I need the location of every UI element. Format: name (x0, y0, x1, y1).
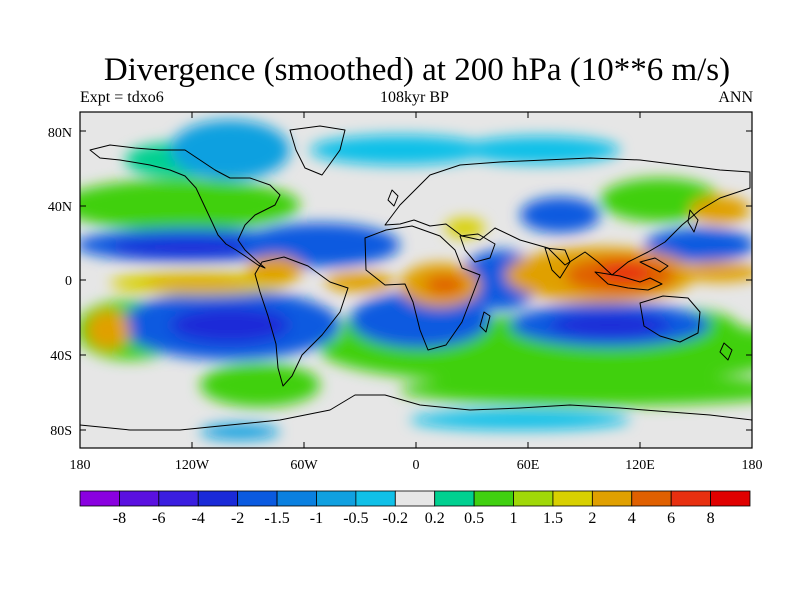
coastlines (80, 125, 752, 431)
colorbar-label: 1 (510, 510, 518, 527)
colorbar-swatch (710, 490, 751, 507)
colorbar-swatch (591, 490, 633, 507)
colorbar-swatch (394, 490, 436, 507)
experiment-label: Expt = tdxo6 (80, 89, 164, 106)
colorbar-swatch (119, 490, 160, 507)
colorbar-label: 2 (588, 510, 596, 527)
lon-label-120e: 120E (625, 458, 655, 473)
colorbar-labels: -8 -6 -4 -2 -1.5 -1 -0.5 -0.2 0.2 0.5 1 1.5 2 4 6 8 (113, 510, 715, 527)
lat-label-80n: 80N (48, 126, 72, 141)
colorbar-label: -8 (113, 510, 126, 527)
colorbar-label: 0.5 (464, 510, 484, 527)
lat-label-40s: 40S (50, 349, 72, 364)
colorbar-label: 6 (667, 510, 675, 527)
colorbar-label: -0.2 (383, 510, 408, 527)
period-label: 108kyr BP (380, 89, 449, 106)
map-title: Divergence (smoothed) at 200 hPa (10**6 … (103, 52, 731, 88)
colorbar-label: 4 (628, 510, 636, 527)
lon-label-60w: 60W (290, 458, 318, 473)
season-label: ANN (718, 89, 753, 106)
lat-label-0: 0 (65, 274, 72, 289)
colorbar-swatch (197, 490, 239, 507)
colorbar-label: -1.5 (264, 510, 289, 527)
colorbar-swatch (670, 490, 711, 507)
colorbar-swatch (79, 490, 120, 507)
colorbar-label: -4 (192, 510, 205, 527)
contour-fill (80, 112, 752, 448)
colorbar-label: -6 (152, 510, 165, 527)
colorbar-swatch (355, 490, 396, 507)
lon-label-180w: 180 (70, 458, 91, 473)
lat-label-40n: 40N (48, 200, 72, 215)
colorbar-label: 0.2 (425, 510, 445, 527)
colorbar (79, 490, 751, 507)
lon-label-120w: 120W (175, 458, 210, 473)
colorbar-swatch (434, 490, 475, 507)
colorbar-swatch (237, 490, 278, 507)
colorbar-label: -0.5 (343, 510, 368, 527)
colorbar-swatch (552, 490, 593, 507)
colorbar-label: -2 (231, 510, 244, 527)
colorbar-swatch (158, 490, 199, 507)
colorbar-swatch (473, 490, 514, 507)
axis-ticks (79, 112, 753, 448)
lon-label-0: 0 (413, 458, 420, 473)
colorbar-label: -1 (310, 510, 323, 527)
lon-label-180e: 180 (742, 458, 763, 473)
colorbar-label: 1.5 (543, 510, 563, 527)
colorbar-swatch (513, 490, 554, 507)
colorbar-label: 8 (707, 510, 715, 527)
lon-label-60e: 60E (517, 458, 540, 473)
colorbar-swatch (631, 490, 672, 507)
lat-label-80s: 80S (50, 424, 72, 439)
colorbar-swatch (316, 490, 357, 507)
colorbar-swatch (276, 490, 317, 507)
